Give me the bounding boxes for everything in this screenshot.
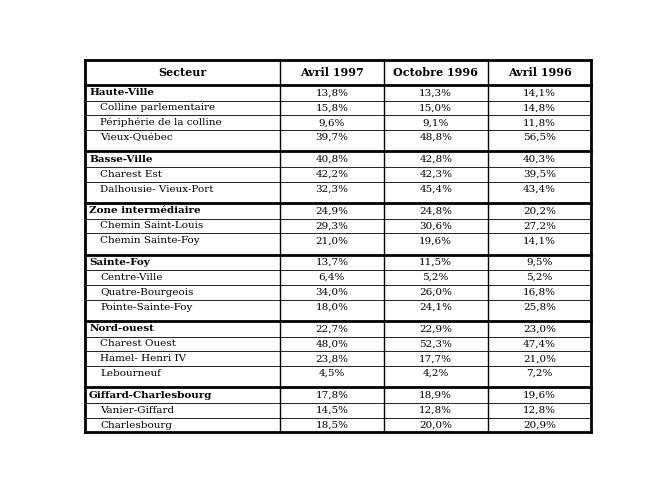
Text: 32,3%: 32,3%: [315, 184, 348, 194]
Text: Colline parlementaire: Colline parlementaire: [100, 103, 215, 112]
Text: 40,8%: 40,8%: [315, 155, 348, 163]
Text: 17,7%: 17,7%: [419, 354, 452, 363]
Text: 13,8%: 13,8%: [315, 88, 348, 97]
Text: 42,3%: 42,3%: [419, 170, 452, 179]
Text: 17,8%: 17,8%: [315, 391, 348, 400]
Text: Avril 1996: Avril 1996: [508, 67, 572, 78]
Text: 19,6%: 19,6%: [523, 391, 556, 400]
Text: Dalhousie- Vieux-Port: Dalhousie- Vieux-Port: [100, 184, 214, 194]
Text: Pointe-Sainte-Foy: Pointe-Sainte-Foy: [100, 303, 193, 311]
Text: 42,2%: 42,2%: [315, 170, 348, 179]
Text: 47,4%: 47,4%: [523, 340, 556, 348]
Text: Hamel- Henri IV: Hamel- Henri IV: [100, 354, 186, 363]
Text: 12,8%: 12,8%: [419, 406, 452, 415]
Text: Chemin Sainte-Foy: Chemin Sainte-Foy: [100, 236, 200, 245]
Text: 56,5%: 56,5%: [523, 133, 556, 142]
Text: 13,7%: 13,7%: [315, 258, 348, 267]
Text: 43,4%: 43,4%: [523, 184, 556, 194]
Text: 5,2%: 5,2%: [422, 273, 449, 282]
Text: 15,8%: 15,8%: [315, 103, 348, 112]
Text: Nord-ouest: Nord-ouest: [89, 325, 154, 333]
Text: 39,5%: 39,5%: [523, 170, 556, 179]
Text: 14,5%: 14,5%: [315, 406, 348, 415]
Text: 20,2%: 20,2%: [523, 206, 556, 215]
Text: 27,2%: 27,2%: [523, 222, 556, 230]
Text: Basse-Ville: Basse-Ville: [89, 155, 152, 163]
Text: 52,3%: 52,3%: [419, 340, 452, 348]
Text: 26,0%: 26,0%: [419, 288, 452, 297]
Text: 14,1%: 14,1%: [523, 236, 556, 245]
Text: 12,8%: 12,8%: [523, 406, 556, 415]
Text: 4,2%: 4,2%: [422, 369, 449, 378]
Text: 6,4%: 6,4%: [319, 273, 345, 282]
Text: Octobre 1996: Octobre 1996: [393, 67, 478, 78]
Text: 18,5%: 18,5%: [315, 421, 348, 429]
Text: 45,4%: 45,4%: [419, 184, 452, 194]
Text: 29,3%: 29,3%: [315, 222, 348, 230]
Text: 11,5%: 11,5%: [419, 258, 452, 267]
Text: 9,5%: 9,5%: [527, 258, 552, 267]
Text: 15,0%: 15,0%: [419, 103, 452, 112]
Text: 40,3%: 40,3%: [523, 155, 556, 163]
Text: 5,2%: 5,2%: [527, 273, 552, 282]
Text: 23,8%: 23,8%: [315, 354, 348, 363]
Text: 22,7%: 22,7%: [315, 325, 348, 333]
Text: 21,0%: 21,0%: [523, 354, 556, 363]
Text: 20,0%: 20,0%: [419, 421, 452, 429]
Text: Sainte-Foy: Sainte-Foy: [89, 258, 150, 267]
Text: 48,8%: 48,8%: [419, 133, 452, 142]
Text: 14,8%: 14,8%: [523, 103, 556, 112]
Text: 23,0%: 23,0%: [523, 325, 556, 333]
Text: 14,1%: 14,1%: [523, 88, 556, 97]
Text: 20,9%: 20,9%: [523, 421, 556, 429]
Text: Lebourneuf: Lebourneuf: [100, 369, 161, 378]
Text: 24,8%: 24,8%: [419, 206, 452, 215]
Text: 13,3%: 13,3%: [419, 88, 452, 97]
Text: 48,0%: 48,0%: [315, 340, 348, 348]
Text: 16,8%: 16,8%: [523, 288, 556, 297]
Text: 25,8%: 25,8%: [523, 303, 556, 311]
Text: Secteur: Secteur: [158, 67, 207, 78]
Text: Centre-Ville: Centre-Ville: [100, 273, 163, 282]
Text: Périphérie de la colline: Périphérie de la colline: [100, 118, 222, 127]
Text: 7,2%: 7,2%: [527, 369, 552, 378]
Text: Charest Est: Charest Est: [100, 170, 162, 179]
Text: 42,8%: 42,8%: [419, 155, 452, 163]
Text: 9,6%: 9,6%: [319, 118, 345, 127]
Text: Quatre-Bourgeois: Quatre-Bourgeois: [100, 288, 193, 297]
Text: 21,0%: 21,0%: [315, 236, 348, 245]
Text: 34,0%: 34,0%: [315, 288, 348, 297]
Text: 19,6%: 19,6%: [419, 236, 452, 245]
Text: Vieux-Québec: Vieux-Québec: [100, 133, 173, 142]
Text: 30,6%: 30,6%: [419, 222, 452, 230]
Text: Giffard-Charlesbourg: Giffard-Charlesbourg: [89, 391, 213, 400]
Text: Zone intermédiaire: Zone intermédiaire: [89, 206, 201, 215]
Text: Vanier-Giffard: Vanier-Giffard: [100, 406, 174, 415]
Text: 18,9%: 18,9%: [419, 391, 452, 400]
Text: 11,8%: 11,8%: [523, 118, 556, 127]
Text: Haute-Ville: Haute-Ville: [89, 88, 154, 97]
Text: 4,5%: 4,5%: [319, 369, 345, 378]
Text: Avril 1997: Avril 1997: [300, 67, 364, 78]
Text: 39,7%: 39,7%: [315, 133, 348, 142]
Text: 24,9%: 24,9%: [315, 206, 348, 215]
Text: 18,0%: 18,0%: [315, 303, 348, 311]
Text: Chemin Saint-Louis: Chemin Saint-Louis: [100, 222, 203, 230]
Text: Charlesbourg: Charlesbourg: [100, 421, 172, 429]
Text: 9,1%: 9,1%: [422, 118, 449, 127]
Text: Charest Ouest: Charest Ouest: [100, 340, 176, 348]
Text: 24,1%: 24,1%: [419, 303, 452, 311]
Text: 22,9%: 22,9%: [419, 325, 452, 333]
